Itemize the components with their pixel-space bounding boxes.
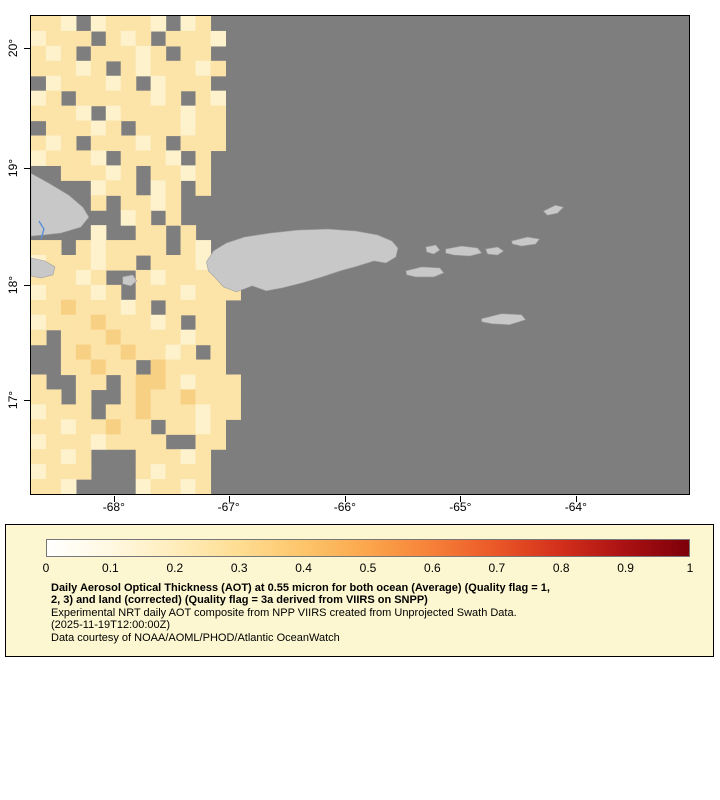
legend-text: Daily Aerosol Optical Thickness (AOT) at… xyxy=(51,582,701,644)
colorbar-tick-label: 0.7 xyxy=(488,561,506,575)
lon-tick-mark xyxy=(575,496,577,502)
lon-tick-mark xyxy=(113,496,115,502)
lat-tick-label: 20° xyxy=(6,39,20,58)
vieques-landmass xyxy=(405,266,445,278)
colorbar-tick-label: 0.5 xyxy=(359,561,377,575)
dr-coast-patch-landmass xyxy=(31,257,56,279)
virgin-gorda-landmass xyxy=(542,204,564,216)
legend-title-line1: Daily Aerosol Optical Thickness (AOT) at… xyxy=(51,582,550,594)
map-frame xyxy=(30,15,690,495)
culebra-landmass xyxy=(425,244,441,255)
colorbar-tick-label: 0 xyxy=(42,561,50,575)
colorbar-tick-label: 0.2 xyxy=(166,561,184,575)
legend-timestamp: (2025-11-19T12:00:00Z) xyxy=(51,619,171,632)
mona-island-landmass xyxy=(122,274,138,287)
legend-box: 0 0.1 0.2 0.3 0.4 0.5 0.6 0.7 0.8 0.9 1 Daily Aero… xyxy=(5,524,714,657)
hispaniola-east-tip-landmass xyxy=(31,172,90,237)
st-croix-landmass xyxy=(481,313,527,326)
map-canvas xyxy=(31,16,564,494)
lon-tick-label: -66° xyxy=(333,500,356,514)
lon-tick-mark xyxy=(344,496,346,502)
lon-tick-label: -65° xyxy=(449,500,472,514)
colorbar-scale-labels: 0 0.1 0.2 0.3 0.4 0.5 0.6 0.7 0.8 0.9 1 xyxy=(42,561,694,575)
stream-line xyxy=(38,220,45,240)
legend-credit: Data courtesy of NOAA/AOML/PHOD/Atlantic… xyxy=(51,631,340,644)
legend-description: Experimental NRT daily AOT composite fro… xyxy=(51,606,517,619)
aot-data-layer xyxy=(31,16,241,494)
lon-tick-label: -67° xyxy=(217,500,240,514)
lat-tick-mark xyxy=(24,168,30,170)
st-john-landmass xyxy=(485,246,505,256)
colorbar-tick-label: 0.6 xyxy=(424,561,441,575)
colorbar-tick-label: 0.9 xyxy=(617,561,634,575)
st-thomas-landmass xyxy=(445,245,483,257)
lat-tick-label: 17° xyxy=(6,390,20,410)
lon-tick-mark xyxy=(228,496,230,502)
colorbar-tick-label: 0.4 xyxy=(295,561,312,575)
lat-tick-mark xyxy=(24,48,30,50)
puerto-rico-landmass xyxy=(206,228,399,293)
tortola-landmass xyxy=(511,236,541,247)
lat-tick-mark xyxy=(24,399,30,401)
colorbar-tick-label: 1 xyxy=(686,561,694,575)
colorbar-tick-label: 0.1 xyxy=(102,561,119,575)
colorbar-tick-label: 0.8 xyxy=(552,561,570,575)
colorbar-tick-label: 0.3 xyxy=(230,561,248,575)
lon-tick-mark xyxy=(460,496,462,502)
lat-tick-label: 19° xyxy=(6,159,20,178)
lon-tick-label: -64° xyxy=(564,500,587,514)
lat-tick-label: 18° xyxy=(6,276,20,295)
lon-tick-label: -68° xyxy=(102,500,125,514)
lat-tick-mark xyxy=(24,285,30,287)
legend-title-line2: 2, 3) and land (corrected) (Quality flag… xyxy=(51,594,428,607)
colorbar xyxy=(46,539,690,557)
